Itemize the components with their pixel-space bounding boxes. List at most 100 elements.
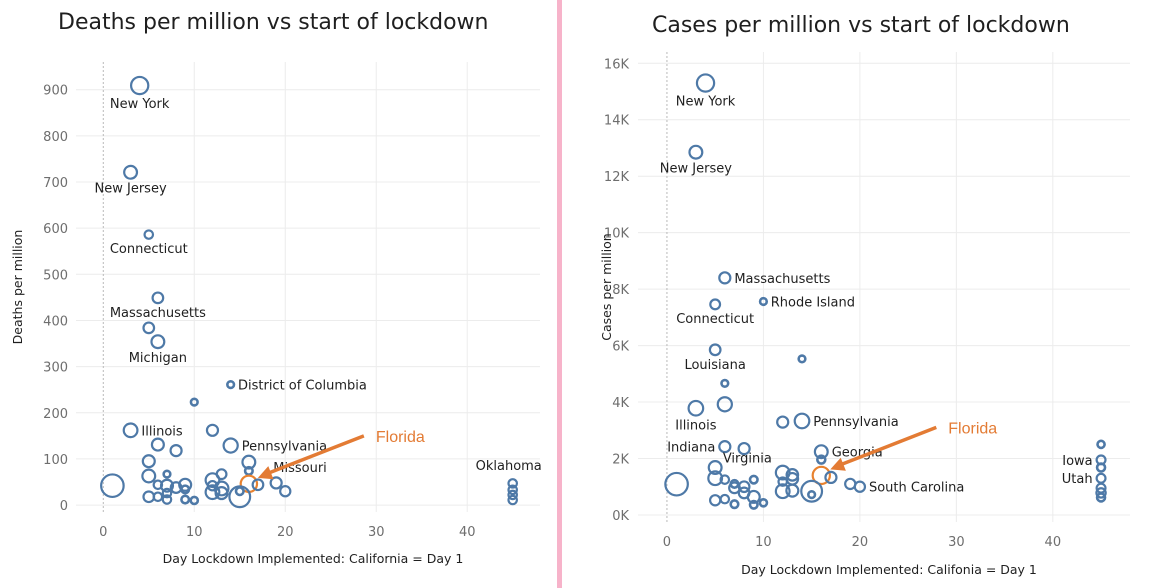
- data-point: [213, 480, 230, 497]
- annotation-arrow-head: [257, 466, 274, 480]
- y-tick-label: 600: [43, 222, 68, 237]
- y-tick-label: 14K: [604, 114, 630, 129]
- data-point: [141, 454, 156, 469]
- data-point: [123, 164, 139, 180]
- data-point: [204, 484, 221, 501]
- y-tick-label: 500: [43, 268, 68, 283]
- x-tick-label: 20: [277, 525, 294, 540]
- y-tick-label: 2K: [612, 452, 629, 467]
- data-point: [708, 343, 722, 357]
- data-point: [716, 396, 733, 413]
- deaths-chart-panel: Deaths per million vs start of lockdown …: [0, 0, 557, 588]
- data-point: [180, 484, 191, 495]
- y-tick-label: 300: [43, 361, 68, 376]
- x-axis-title: Day Lockdown Implemented: Califonia = Da…: [741, 562, 1037, 577]
- y-tick-label: 12K: [604, 170, 630, 185]
- data-point: [746, 489, 761, 504]
- data-point: [1095, 487, 1107, 499]
- data-point: [178, 477, 193, 492]
- point-label: Connecticut: [110, 242, 188, 257]
- data-point: [720, 378, 730, 389]
- point-label: South Carolina: [869, 481, 964, 496]
- point-label: New Jersey: [660, 162, 732, 177]
- x-tick-label: 10: [755, 535, 772, 550]
- data-point: [774, 483, 791, 500]
- point-label: District of Columbia: [238, 379, 367, 394]
- y-tick-label: 0: [60, 499, 68, 514]
- data-point: [241, 454, 257, 470]
- y-tick-label: 100: [43, 453, 68, 468]
- data-point: [150, 437, 165, 452]
- data-point: [162, 469, 172, 479]
- data-point: [222, 437, 239, 454]
- highlight-point: [811, 465, 831, 486]
- data-point: [169, 443, 183, 458]
- cases-chart-title: Cases per million vs start of lockdown: [652, 13, 1070, 38]
- data-point: [214, 486, 229, 501]
- data-point: [226, 379, 236, 390]
- y-tick-label: 10K: [604, 227, 630, 242]
- data-point: [189, 397, 199, 407]
- annotation-arrow-line: [263, 434, 365, 477]
- data-point: [205, 423, 220, 437]
- point-label: Michigan: [129, 351, 187, 366]
- y-tick-label: 700: [43, 176, 68, 191]
- point-label: Iowa: [1062, 454, 1092, 469]
- x-tick-label: 30: [948, 535, 965, 550]
- point-label: Indiana: [667, 441, 715, 456]
- data-point: [807, 489, 817, 500]
- data-point: [150, 334, 166, 350]
- deaths-chart-title: Deaths per million vs start of lockdown: [58, 10, 489, 35]
- x-axis-title: Day Lockdown Implemented: California = D…: [163, 551, 464, 566]
- data-point: [507, 478, 519, 489]
- y-axis-title: Deaths per million: [10, 230, 25, 345]
- data-point: [729, 499, 740, 510]
- data-point: [269, 476, 283, 490]
- data-point: [234, 486, 245, 497]
- data-point: [161, 487, 173, 499]
- data-point: [813, 444, 829, 460]
- y-tick-label: 0K: [612, 509, 629, 524]
- panel-divider: [557, 0, 562, 588]
- data-point: [152, 491, 164, 503]
- y-tick-label: 800: [43, 130, 68, 145]
- data-point: [719, 474, 731, 485]
- data-point: [708, 494, 722, 507]
- data-point: [100, 473, 125, 499]
- data-point: [122, 422, 139, 439]
- data-point: [785, 483, 800, 498]
- y-tick-label: 6K: [612, 340, 629, 355]
- point-label: Pennsylvania: [813, 415, 898, 430]
- data-point: [785, 468, 800, 482]
- data-point: [707, 470, 724, 487]
- data-point: [189, 495, 200, 506]
- data-point: [707, 460, 723, 476]
- y-tick-label: 16K: [604, 57, 630, 72]
- data-point: [159, 478, 175, 493]
- data-point: [718, 271, 732, 285]
- data-point: [748, 474, 759, 485]
- x-tick-label: 20: [852, 535, 869, 550]
- point-label: Illinois: [141, 424, 182, 439]
- point-label: Georgia: [832, 446, 883, 461]
- x-tick-label: 40: [459, 525, 476, 540]
- cases-scatter-plot: 0K 2K 4K 6K 8K 10K 12K 14K 16K 0 10 20 30 40 Day Lockd…: [599, 52, 1130, 577]
- data-point: [758, 296, 769, 307]
- point-label: New York: [110, 97, 170, 112]
- data-point: [141, 468, 157, 484]
- data-point: [206, 479, 219, 492]
- y-tick-label: 4K: [612, 396, 629, 411]
- y-tick-label: 8K: [612, 283, 629, 298]
- data-point: [793, 412, 811, 430]
- data-point: [709, 298, 722, 311]
- data-point: [719, 493, 731, 505]
- data-point: [204, 472, 221, 489]
- data-point: [507, 494, 519, 506]
- data-point: [824, 470, 838, 485]
- data-point: [129, 75, 150, 96]
- point-label: Utah: [1062, 472, 1093, 487]
- data-point: [853, 480, 867, 493]
- data-point: [718, 440, 732, 454]
- data-point: [776, 415, 790, 429]
- data-point: [279, 485, 292, 498]
